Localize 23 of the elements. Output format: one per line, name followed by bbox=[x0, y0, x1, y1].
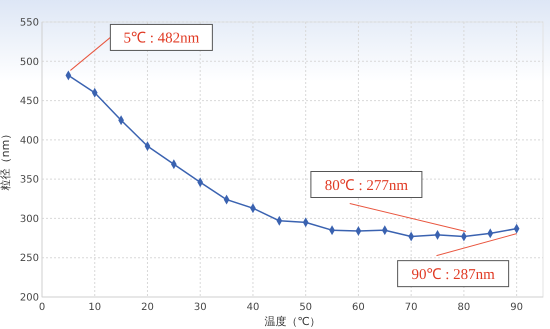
y-tick-label: 550 bbox=[20, 18, 39, 28]
annotation: 90℃ : 287nm bbox=[411, 266, 496, 283]
y-tick-label: 350 bbox=[20, 174, 39, 186]
x-tick-label: 10 bbox=[88, 302, 102, 313]
x-tick-label: 50 bbox=[299, 302, 312, 313]
x-tick-label: 80 bbox=[458, 302, 470, 313]
x-tick-label: 0 bbox=[38, 302, 46, 313]
annotation: 5℃ : 482nm bbox=[123, 30, 200, 47]
x-tick-label: 20 bbox=[141, 302, 154, 313]
y-tick-label: 450 bbox=[20, 96, 39, 108]
x-tick-label: 90 bbox=[510, 302, 523, 313]
annotation: 80℃ : 277nm bbox=[324, 178, 408, 194]
x-tick-label: 70 bbox=[404, 302, 418, 313]
x-tick-label: 60 bbox=[352, 302, 365, 313]
y-tick-label: 250 bbox=[20, 253, 39, 264]
x-tick-label: 40 bbox=[246, 302, 260, 313]
y-tick-label: 500 bbox=[20, 56, 39, 68]
x-axis-title: 温度（℃） bbox=[264, 315, 321, 328]
x-tick-label: 30 bbox=[194, 302, 207, 313]
y-tick-label: 200 bbox=[20, 292, 39, 304]
y-tick-label: 300 bbox=[20, 214, 39, 225]
y-axis-title: 粒径（nm） bbox=[0, 128, 12, 190]
y-tick-label: 400 bbox=[20, 135, 39, 146]
